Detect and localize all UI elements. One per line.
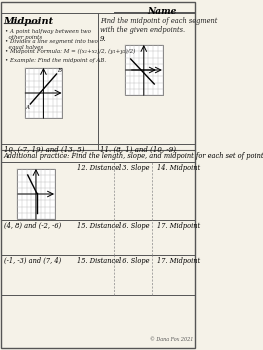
- Text: 12. Distance: 12. Distance: [77, 164, 119, 172]
- Text: 11. (8, 1) and (10, -9): 11. (8, 1) and (10, -9): [100, 146, 176, 154]
- Text: 16. Slope: 16. Slope: [118, 257, 150, 265]
- Text: 10. (-7, 19) and (13, 5): 10. (-7, 19) and (13, 5): [4, 146, 84, 154]
- Text: A: A: [26, 105, 29, 110]
- Text: Additional practice: Find the length, slope, and midpoint for each set of points: Additional practice: Find the length, sl…: [4, 152, 263, 160]
- Text: Midpoint: Midpoint: [4, 17, 54, 26]
- Text: • Example: Find the midpoint of AB.: • Example: Find the midpoint of AB.: [5, 58, 106, 63]
- Text: 15. Distance: 15. Distance: [77, 257, 119, 265]
- Text: (4, 8) and (-2, -6): (4, 8) and (-2, -6): [4, 222, 61, 230]
- Text: • Divides a line segment into two
  equal halves: • Divides a line segment into two equal …: [5, 39, 98, 50]
- Text: 14. Midpoint: 14. Midpoint: [157, 164, 200, 172]
- Text: • Midpoint Formula: M = ((x₁+x₂)/2, (y₁+y₂)/2): • Midpoint Formula: M = ((x₁+x₂)/2, (y₁+…: [5, 49, 135, 54]
- Bar: [125, 45, 163, 95]
- Text: B: B: [57, 68, 61, 73]
- Text: 13. Slope: 13. Slope: [118, 164, 150, 172]
- Text: • A point halfway between two
  other points: • A point halfway between two other poin…: [5, 29, 91, 40]
- Text: 15. Distance: 15. Distance: [77, 222, 119, 230]
- Bar: [25, 68, 62, 118]
- Text: © Dana Fox 2021: © Dana Fox 2021: [150, 337, 193, 342]
- Text: 16. Slope: 16. Slope: [118, 222, 150, 230]
- Text: Find the midpoint of each segment
with the given endpoints.: Find the midpoint of each segment with t…: [100, 17, 217, 34]
- Text: (-1, -3) and (7, 4): (-1, -3) and (7, 4): [4, 257, 61, 265]
- Text: 9.: 9.: [100, 35, 106, 43]
- Bar: [17, 169, 55, 219]
- Text: 17. Midpoint: 17. Midpoint: [157, 222, 200, 230]
- Text: Name: Name: [148, 7, 177, 16]
- Text: 17. Midpoint: 17. Midpoint: [157, 257, 200, 265]
